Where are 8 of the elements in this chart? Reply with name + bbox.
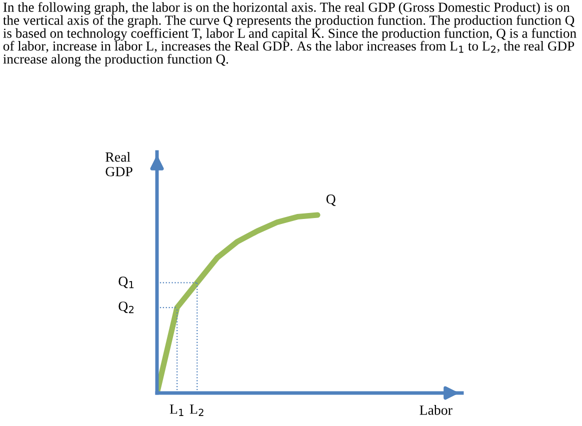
text: Labor — [420, 405, 452, 415]
x-tick-label: L$_{1}$ — [170, 404, 184, 416]
text: Q — [326, 194, 336, 206]
ref-line-label: Q$_{1}$ — [118, 276, 134, 288]
chart-title: In the following graph, the labor is on the horizontal axis. The real GDP (Gross Domestic Product) is on the vertical axis of the graph. The curve Q represents the production function. The production function Q is based on technology coefficient T, labor L and capital K. Since the production function, Q is a function of labor, increase in labor L, increases the Real GDP. As the labor increases from L$_{1}$ to L$_{2}$, the real GDP increase along the production function Q. — [3, 2, 576, 66]
x-tick-label: L$_{2}$ — [190, 404, 204, 416]
y-axis-title: Real GDP — [106, 152, 132, 176]
ref-line-label: Q$_{2}$ — [118, 302, 134, 314]
